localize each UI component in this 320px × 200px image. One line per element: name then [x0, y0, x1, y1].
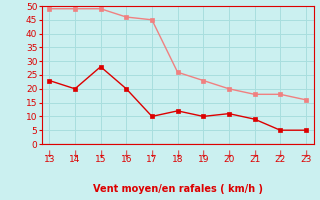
Text: ↓: ↓	[251, 150, 258, 159]
Text: ↓: ↓	[71, 150, 79, 159]
Text: ↓: ↓	[45, 150, 53, 159]
X-axis label: Vent moyen/en rafales ( km/h ): Vent moyen/en rafales ( km/h )	[92, 184, 263, 194]
Text: ↓: ↓	[302, 150, 310, 159]
Text: ↓: ↓	[199, 150, 207, 159]
Text: ↓: ↓	[97, 150, 104, 159]
Text: ↓: ↓	[123, 150, 130, 159]
Text: ↓: ↓	[148, 150, 156, 159]
Text: ↓: ↓	[225, 150, 233, 159]
Text: ↓: ↓	[276, 150, 284, 159]
Text: ↓: ↓	[174, 150, 181, 159]
